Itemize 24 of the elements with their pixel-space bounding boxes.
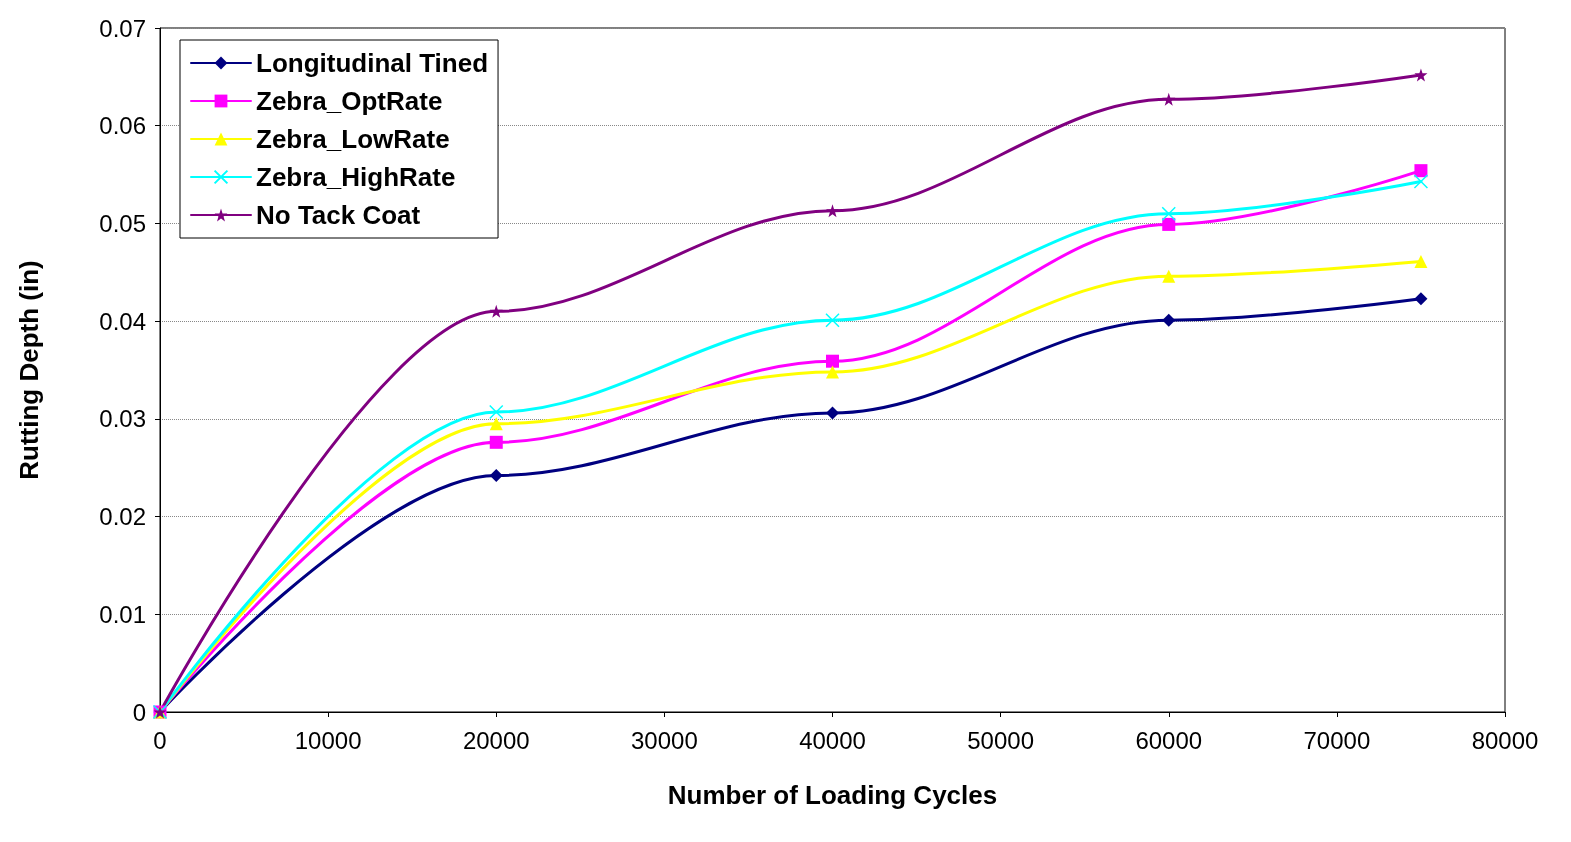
legend-label: Zebra_LowRate bbox=[256, 124, 450, 154]
x-axis-title: Number of Loading Cycles bbox=[667, 780, 998, 810]
y-tick-label: 0 bbox=[132, 698, 146, 726]
x-tick-label: 40000 bbox=[799, 726, 866, 754]
x-tick-label: 30000 bbox=[631, 726, 698, 754]
x-tick-label: 70000 bbox=[1303, 726, 1371, 754]
legend-label: Zebra_HighRate bbox=[256, 162, 456, 192]
x-tick-label: 0 bbox=[153, 726, 167, 754]
x-tick-label: 20000 bbox=[462, 726, 530, 754]
y-tick-label: 0.04 bbox=[99, 307, 146, 335]
legend-label: No Tack Coat bbox=[256, 200, 421, 230]
y-tick-label: 0.02 bbox=[99, 503, 146, 531]
y-tick-label: 0.05 bbox=[99, 209, 146, 237]
y-tick-label: 0.03 bbox=[99, 405, 146, 433]
y-axis-title: Rutting Depth (in) bbox=[14, 260, 44, 480]
x-tick-label: 50000 bbox=[967, 726, 1034, 754]
legend-label: Longitudinal Tined bbox=[256, 48, 489, 78]
y-tick-label: 0.07 bbox=[99, 14, 146, 42]
legend-label: Zebra_OptRate bbox=[256, 86, 443, 116]
y-tick-label: 0.01 bbox=[99, 600, 146, 628]
x-tick-label: 60000 bbox=[1135, 726, 1203, 754]
x-tick-label: 10000 bbox=[294, 726, 362, 754]
y-tick-label: 0.06 bbox=[99, 112, 146, 140]
x-tick-label: 80000 bbox=[1471, 726, 1539, 754]
